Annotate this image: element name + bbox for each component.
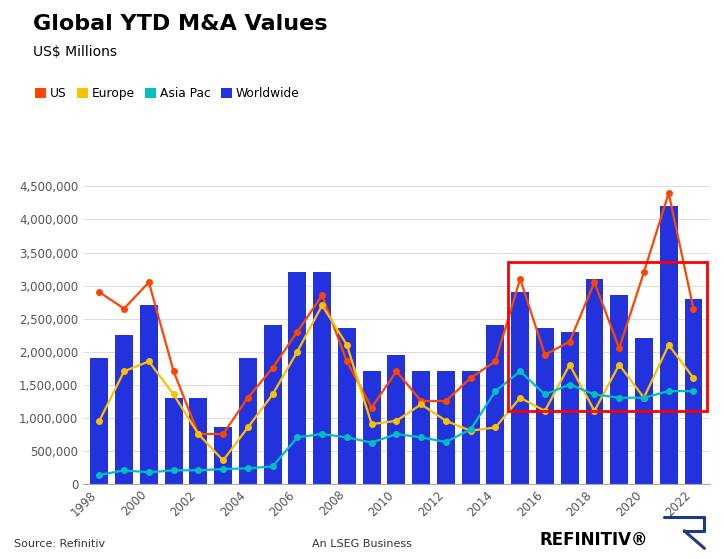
Bar <box>387 355 405 484</box>
Legend: US, Europe, Asia Pac, Worldwide: US, Europe, Asia Pac, Worldwide <box>35 87 300 100</box>
Bar <box>511 292 529 484</box>
Bar <box>239 358 257 484</box>
Text: US$ Millions: US$ Millions <box>33 45 117 59</box>
Bar <box>214 428 232 484</box>
Bar <box>90 358 109 484</box>
Bar <box>338 328 355 484</box>
Bar <box>462 371 479 484</box>
Bar <box>115 335 133 484</box>
Bar <box>288 272 306 484</box>
Bar <box>140 305 158 484</box>
Bar <box>635 338 653 484</box>
Bar <box>586 279 603 484</box>
Text: REFINITIV®: REFINITIV® <box>539 531 648 549</box>
Bar <box>684 299 702 484</box>
Bar <box>164 397 182 484</box>
Bar <box>508 262 707 411</box>
Bar <box>610 295 628 484</box>
Bar <box>536 328 554 484</box>
Text: Global YTD M&A Values: Global YTD M&A Values <box>33 14 327 34</box>
Bar <box>412 371 430 484</box>
Bar <box>313 272 331 484</box>
Bar <box>487 325 505 484</box>
Text: An LSEG Business: An LSEG Business <box>312 539 412 549</box>
Bar <box>660 206 678 484</box>
Bar <box>264 325 282 484</box>
Bar <box>190 397 207 484</box>
Bar <box>437 371 455 484</box>
Bar <box>561 331 578 484</box>
Text: Source: Refinitiv: Source: Refinitiv <box>14 539 106 549</box>
Bar <box>363 371 381 484</box>
